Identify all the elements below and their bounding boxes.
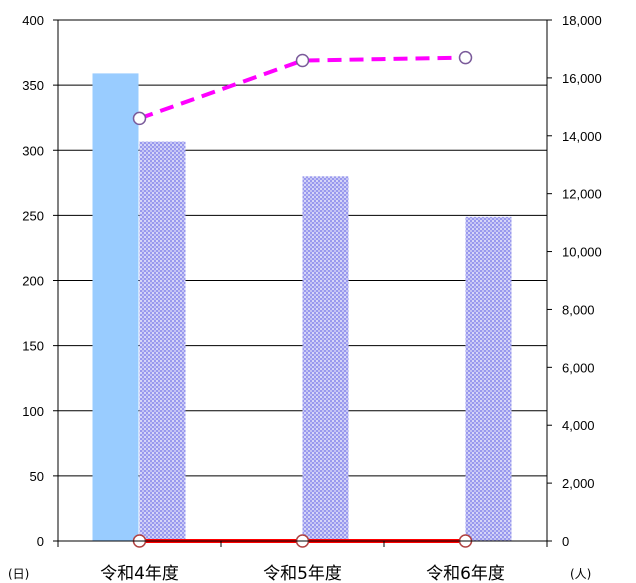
bars (92, 73, 512, 542)
left-tick-label: 250 (22, 208, 44, 223)
left-axis-unit: (日) (8, 567, 29, 581)
line-point-series2-0 (132, 111, 147, 126)
right-tick-label: 18,000 (562, 13, 602, 28)
right-tick-label: 8,000 (562, 302, 595, 317)
bar-series1-0 (139, 141, 186, 542)
left-tick-label: 350 (22, 78, 44, 93)
category-label: 令和4年度 (100, 564, 179, 583)
right-tick-label: 2,000 (562, 476, 595, 491)
left-tick-label: 200 (22, 274, 44, 289)
category-label: 令和5年度 (263, 564, 342, 583)
line-point-series2-2 (458, 50, 473, 65)
right-tick-label: 6,000 (562, 360, 595, 375)
right-tick-label: 0 (562, 534, 569, 549)
axes (53, 19, 552, 547)
right-tick-label: 16,000 (562, 71, 602, 86)
left-tick-label: 400 (22, 13, 44, 28)
left-tick-label: 100 (22, 404, 44, 419)
bar-series1-2 (465, 216, 512, 542)
bar-series1-1 (302, 176, 349, 542)
left-tick-label: 150 (22, 339, 44, 354)
bar-series0-0 (92, 73, 139, 541)
left-tick-label: 50 (30, 469, 44, 484)
right-axis-unit: (人) (570, 567, 591, 581)
right-tick-label: 10,000 (562, 245, 602, 260)
right-tick-label: 12,000 (562, 187, 602, 202)
right-tick-label: 4,000 (562, 418, 595, 433)
category-label: 令和6年度 (426, 564, 505, 583)
right-tick-label: 14,000 (562, 129, 602, 144)
line-series2 (138, 55, 466, 121)
tick-labels: 0 50 100 150 200 250 300 350 400 0 2,000 4,000 6,000… (22, 13, 601, 583)
left-tick-label: 300 (22, 143, 44, 158)
line-point-series2-1 (295, 53, 310, 68)
left-tick-label: 0 (37, 534, 44, 549)
